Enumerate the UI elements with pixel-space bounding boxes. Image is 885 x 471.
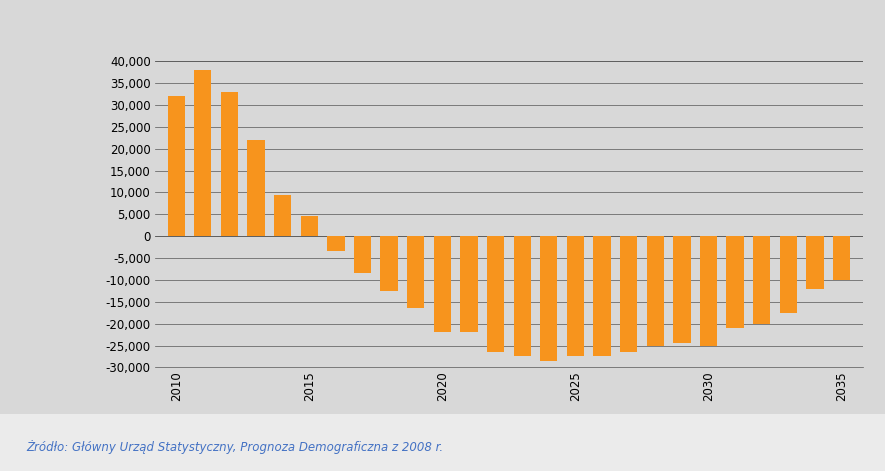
Bar <box>354 236 371 273</box>
Bar <box>434 236 451 333</box>
Bar <box>780 236 797 313</box>
Bar <box>167 96 185 236</box>
Bar <box>620 236 637 352</box>
Bar <box>647 236 664 346</box>
Bar <box>381 236 397 291</box>
Bar <box>487 236 504 352</box>
Text: Żródło: Główny Urząd Statystyczny, Prognoza Demograficzna z 2008 r.: Żródło: Główny Urząd Statystyczny, Progn… <box>27 440 443 454</box>
Bar <box>301 217 318 236</box>
Bar <box>727 236 743 328</box>
Bar <box>593 236 611 357</box>
Bar <box>833 236 850 280</box>
Bar <box>460 236 478 333</box>
Bar <box>274 195 291 236</box>
Bar <box>566 236 584 357</box>
Bar <box>753 236 770 324</box>
Bar <box>700 236 717 346</box>
Bar <box>407 236 425 309</box>
Bar <box>806 236 824 289</box>
Bar <box>194 70 212 236</box>
Bar <box>220 92 238 236</box>
Bar <box>513 236 531 357</box>
Bar <box>248 140 265 236</box>
Bar <box>540 236 558 361</box>
Bar <box>673 236 690 343</box>
Bar <box>327 236 344 252</box>
